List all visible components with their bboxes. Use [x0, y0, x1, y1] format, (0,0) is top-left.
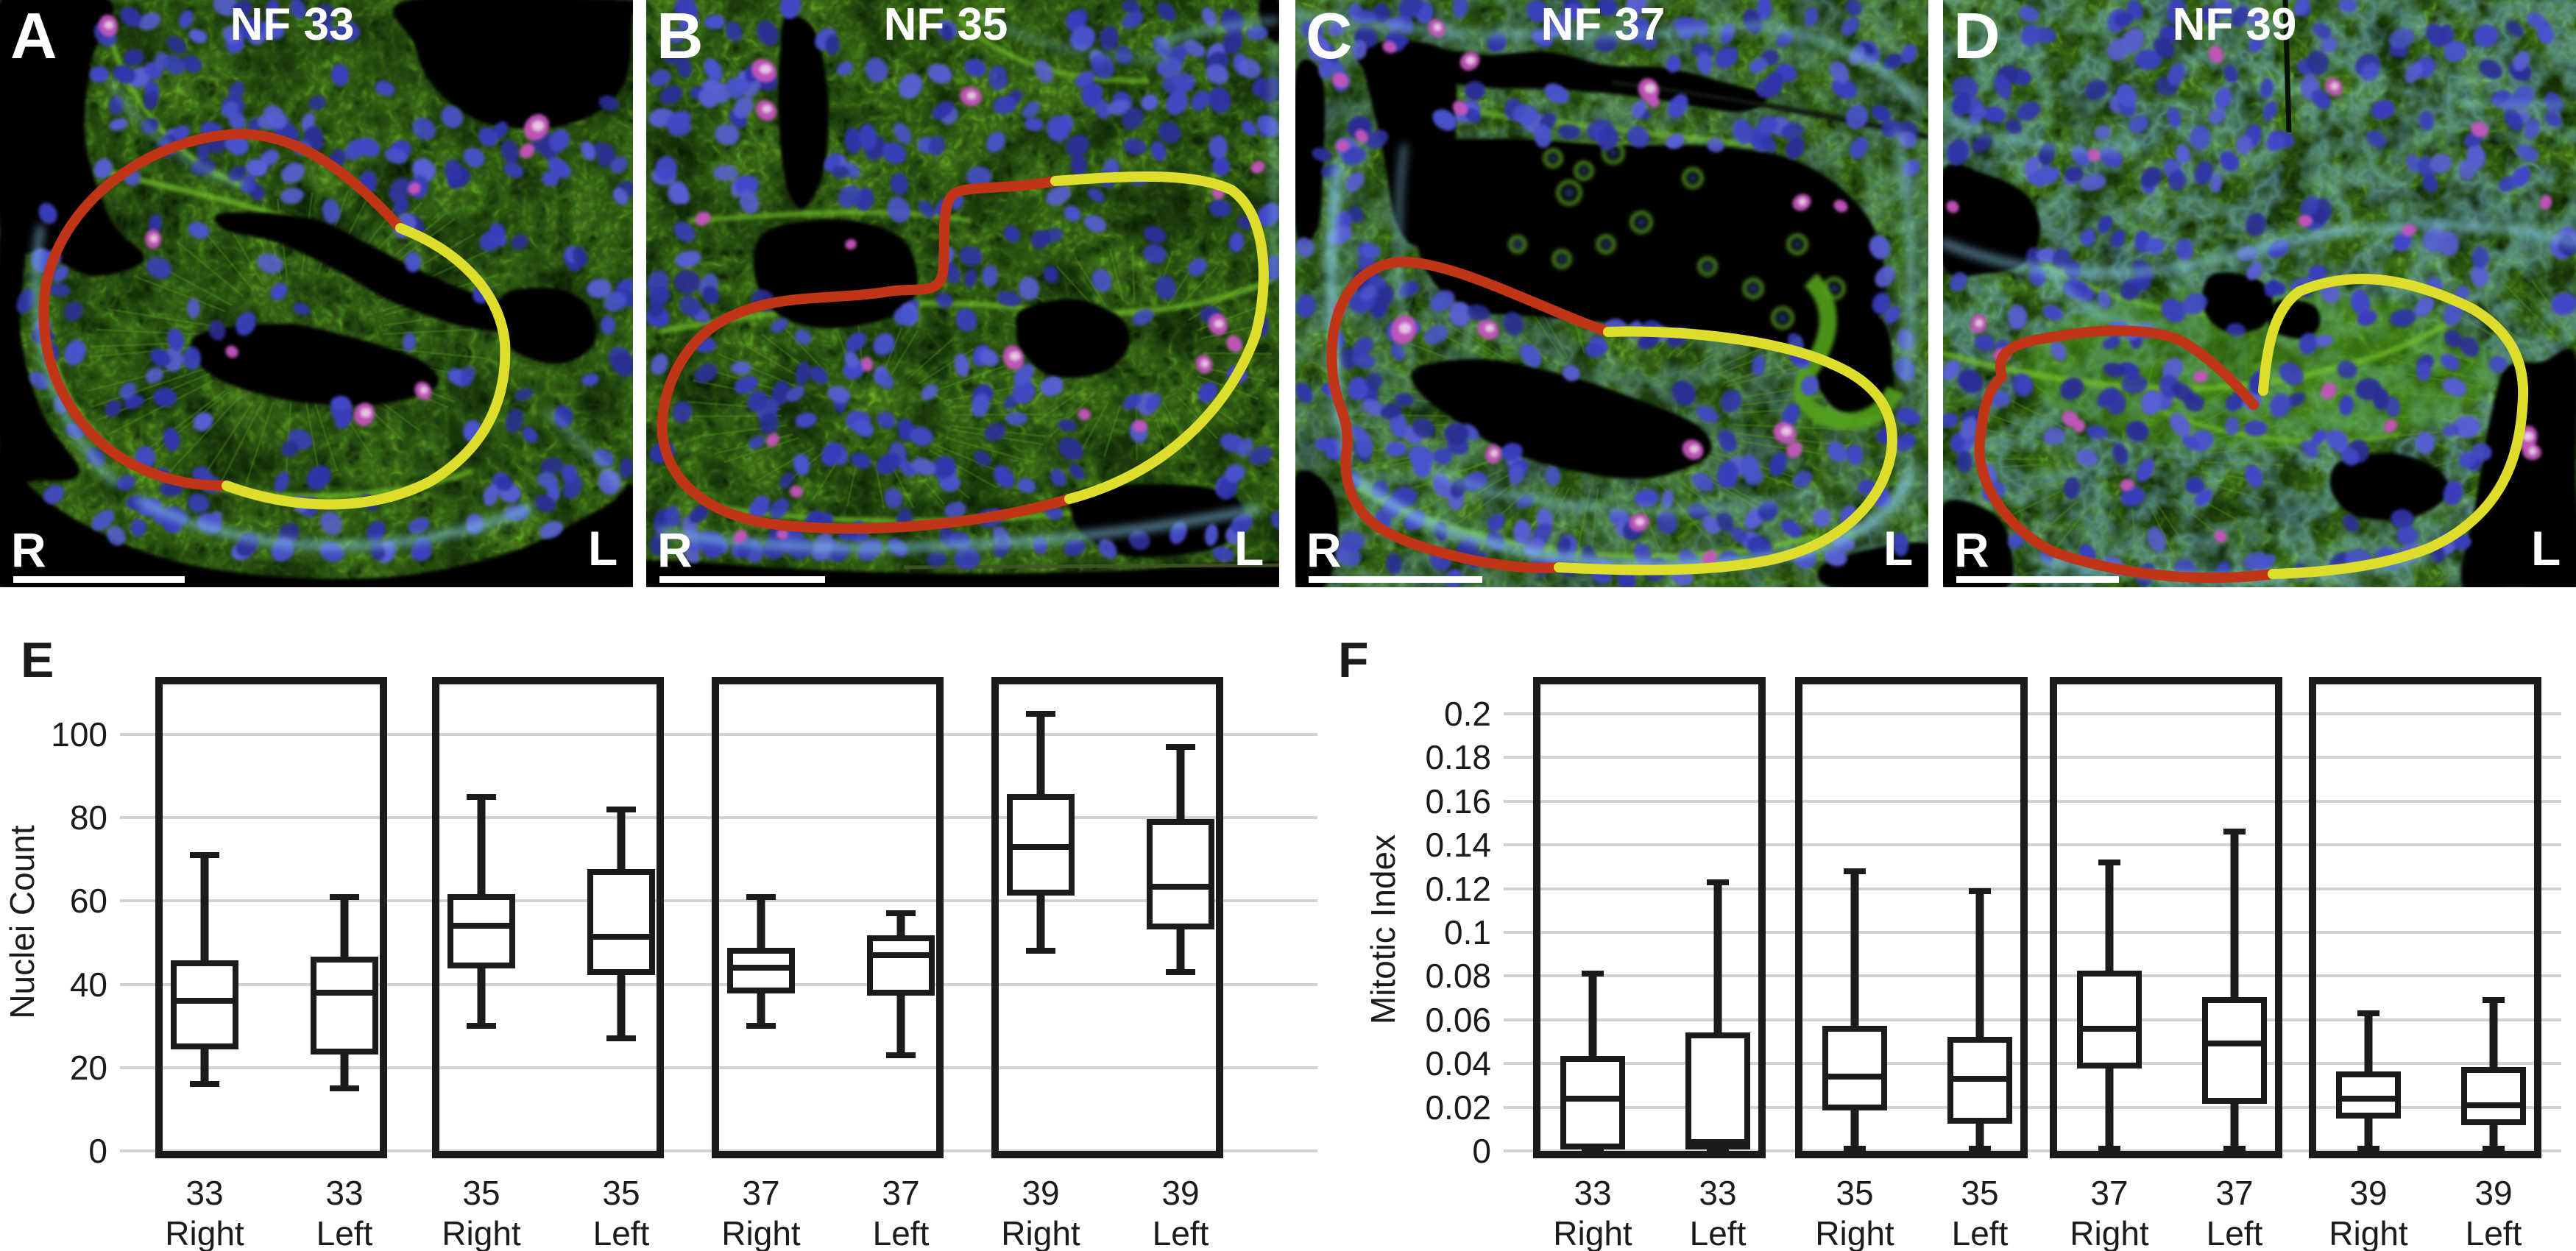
- svg-text:R: R: [11, 522, 46, 577]
- svg-text:0.04: 0.04: [1425, 1044, 1491, 1082]
- svg-text:33: 33: [1574, 1174, 1611, 1212]
- svg-text:Right: Right: [1001, 1214, 1080, 1251]
- svg-text:0: 0: [1472, 1132, 1491, 1170]
- svg-text:Right: Right: [1553, 1214, 1632, 1251]
- svg-text:100: 100: [51, 715, 107, 754]
- svg-text:Left: Left: [1952, 1214, 2009, 1251]
- svg-text:37: 37: [2215, 1174, 2253, 1212]
- svg-text:0.08: 0.08: [1425, 957, 1491, 995]
- svg-text:33: 33: [325, 1174, 363, 1212]
- svg-text:Left: Left: [2207, 1214, 2263, 1251]
- svg-text:33: 33: [1699, 1174, 1736, 1212]
- svg-text:L: L: [588, 521, 618, 575]
- svg-text:80: 80: [70, 798, 107, 837]
- svg-text:D: D: [1953, 0, 2000, 72]
- svg-text:Nuclei Count: Nuclei Count: [3, 825, 41, 1019]
- svg-text:20: 20: [70, 1049, 107, 1087]
- svg-text:L: L: [1234, 521, 1264, 575]
- svg-text:39: 39: [2474, 1174, 2512, 1212]
- svg-text:Right: Right: [2329, 1214, 2408, 1251]
- svg-text:Right: Right: [721, 1214, 801, 1251]
- svg-text:F: F: [1338, 632, 1369, 688]
- svg-text:R: R: [1954, 522, 1989, 577]
- svg-text:0.12: 0.12: [1425, 870, 1491, 908]
- svg-text:60: 60: [70, 882, 107, 920]
- svg-text:0.16: 0.16: [1425, 782, 1491, 821]
- svg-text:L: L: [1883, 521, 1913, 575]
- svg-text:0.2: 0.2: [1444, 695, 1491, 733]
- svg-text:B: B: [657, 0, 704, 72]
- svg-text:35: 35: [1836, 1174, 1873, 1212]
- svg-text:39: 39: [1022, 1174, 1059, 1212]
- svg-text:0.18: 0.18: [1425, 738, 1491, 776]
- svg-text:35: 35: [602, 1174, 640, 1212]
- svg-text:C: C: [1306, 0, 1353, 72]
- svg-text:R: R: [1306, 522, 1342, 577]
- svg-text:Left: Left: [1690, 1214, 1747, 1251]
- svg-text:NF 33: NF 33: [230, 0, 355, 50]
- svg-text:37: 37: [2090, 1174, 2128, 1212]
- svg-text:A: A: [10, 0, 57, 72]
- svg-text:Right: Right: [1815, 1214, 1894, 1251]
- svg-text:40: 40: [70, 965, 107, 1004]
- svg-text:R: R: [657, 522, 693, 577]
- svg-text:0: 0: [88, 1132, 107, 1170]
- svg-text:39: 39: [1161, 1174, 1199, 1212]
- svg-text:Right: Right: [165, 1214, 244, 1251]
- svg-text:Right: Right: [2070, 1214, 2149, 1251]
- svg-text:Right: Right: [442, 1214, 521, 1251]
- svg-text:37: 37: [742, 1174, 779, 1212]
- svg-text:35: 35: [462, 1174, 500, 1212]
- svg-text:Mitotic Index: Mitotic Index: [1364, 834, 1402, 1024]
- svg-text:0.1: 0.1: [1444, 913, 1491, 951]
- svg-text:33: 33: [185, 1174, 223, 1212]
- svg-text:35: 35: [1961, 1174, 1998, 1212]
- svg-text:37: 37: [882, 1174, 919, 1212]
- svg-text:39: 39: [2349, 1174, 2387, 1212]
- svg-text:NF 37: NF 37: [1541, 0, 1666, 50]
- svg-text:NF 35: NF 35: [884, 0, 1008, 50]
- svg-text:Left: Left: [873, 1214, 930, 1251]
- svg-text:Left: Left: [1153, 1214, 1209, 1251]
- svg-text:Left: Left: [316, 1214, 373, 1251]
- svg-text:L: L: [2531, 521, 2561, 575]
- svg-text:E: E: [21, 632, 54, 688]
- svg-text:NF 39: NF 39: [2173, 0, 2297, 50]
- svg-text:Left: Left: [2466, 1214, 2522, 1251]
- svg-text:Left: Left: [593, 1214, 650, 1251]
- svg-text:0.14: 0.14: [1425, 826, 1491, 864]
- svg-text:0.06: 0.06: [1425, 1001, 1491, 1039]
- svg-text:0.02: 0.02: [1425, 1088, 1491, 1127]
